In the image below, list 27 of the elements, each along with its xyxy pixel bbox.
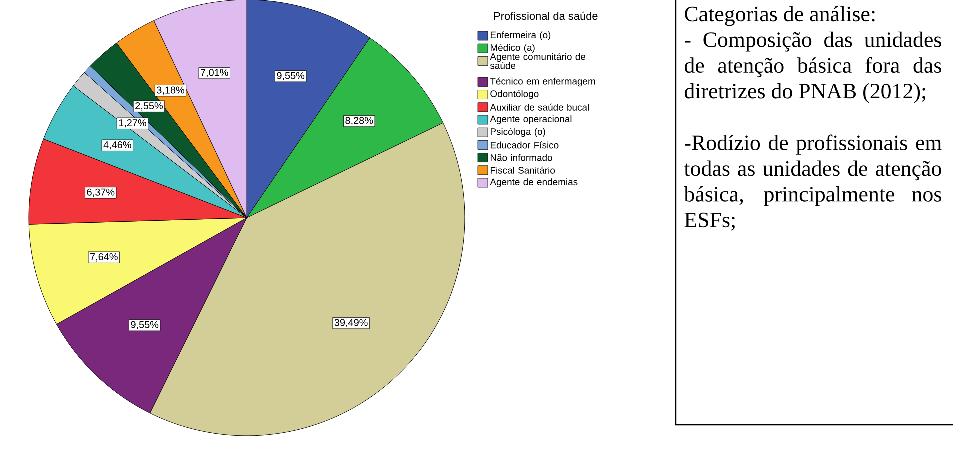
legend-label: Auxiliar de saúde bucal <box>490 104 589 111</box>
legend-label: Técnico em enfermagem <box>490 78 596 87</box>
legend-label: Educador Físico <box>490 142 559 149</box>
data-label: 2,55% <box>136 102 163 111</box>
legend-label: Odontólogo <box>490 90 539 100</box>
data-label: 39,49% <box>334 319 368 328</box>
text: Categorias de análise: <box>685 6 875 26</box>
legend-label: Agente comunitário de saúde <box>490 53 586 70</box>
legend-label: Agente operacional <box>490 116 572 124</box>
text: -Rodízio de profissionais em todas as unidades de atenção básica, principalmente nos ESFs; <box>684 134 942 231</box>
text: - Composição das unidades de atenção básica fora das diretrizes do PNAB (2012); <box>685 32 942 104</box>
data-label: 9,55% <box>131 321 159 330</box>
legend-label: Médico (a) <box>490 44 535 54</box>
data-label: 7,01% <box>201 69 228 78</box>
legend-label: Enfermeira (o) <box>490 32 551 40</box>
legend-title: Profissional da saúde <box>494 12 598 20</box>
data-label: 8,28% <box>346 117 374 126</box>
legend-label: Agente de endemias <box>490 178 578 188</box>
data-label: 9,55% <box>277 72 305 80</box>
legend-label: Não informado <box>490 154 552 162</box>
legend-label: Psicóloga (o) <box>490 128 546 138</box>
data-label: 1,27% <box>119 120 146 128</box>
data-label: 4,46% <box>104 141 132 150</box>
data-label: 3,18% <box>156 86 185 95</box>
data-label: 7,64% <box>90 253 118 262</box>
legend-label: Fiscal Sanitário <box>490 166 556 174</box>
data-label: 6,37% <box>87 188 115 198</box>
